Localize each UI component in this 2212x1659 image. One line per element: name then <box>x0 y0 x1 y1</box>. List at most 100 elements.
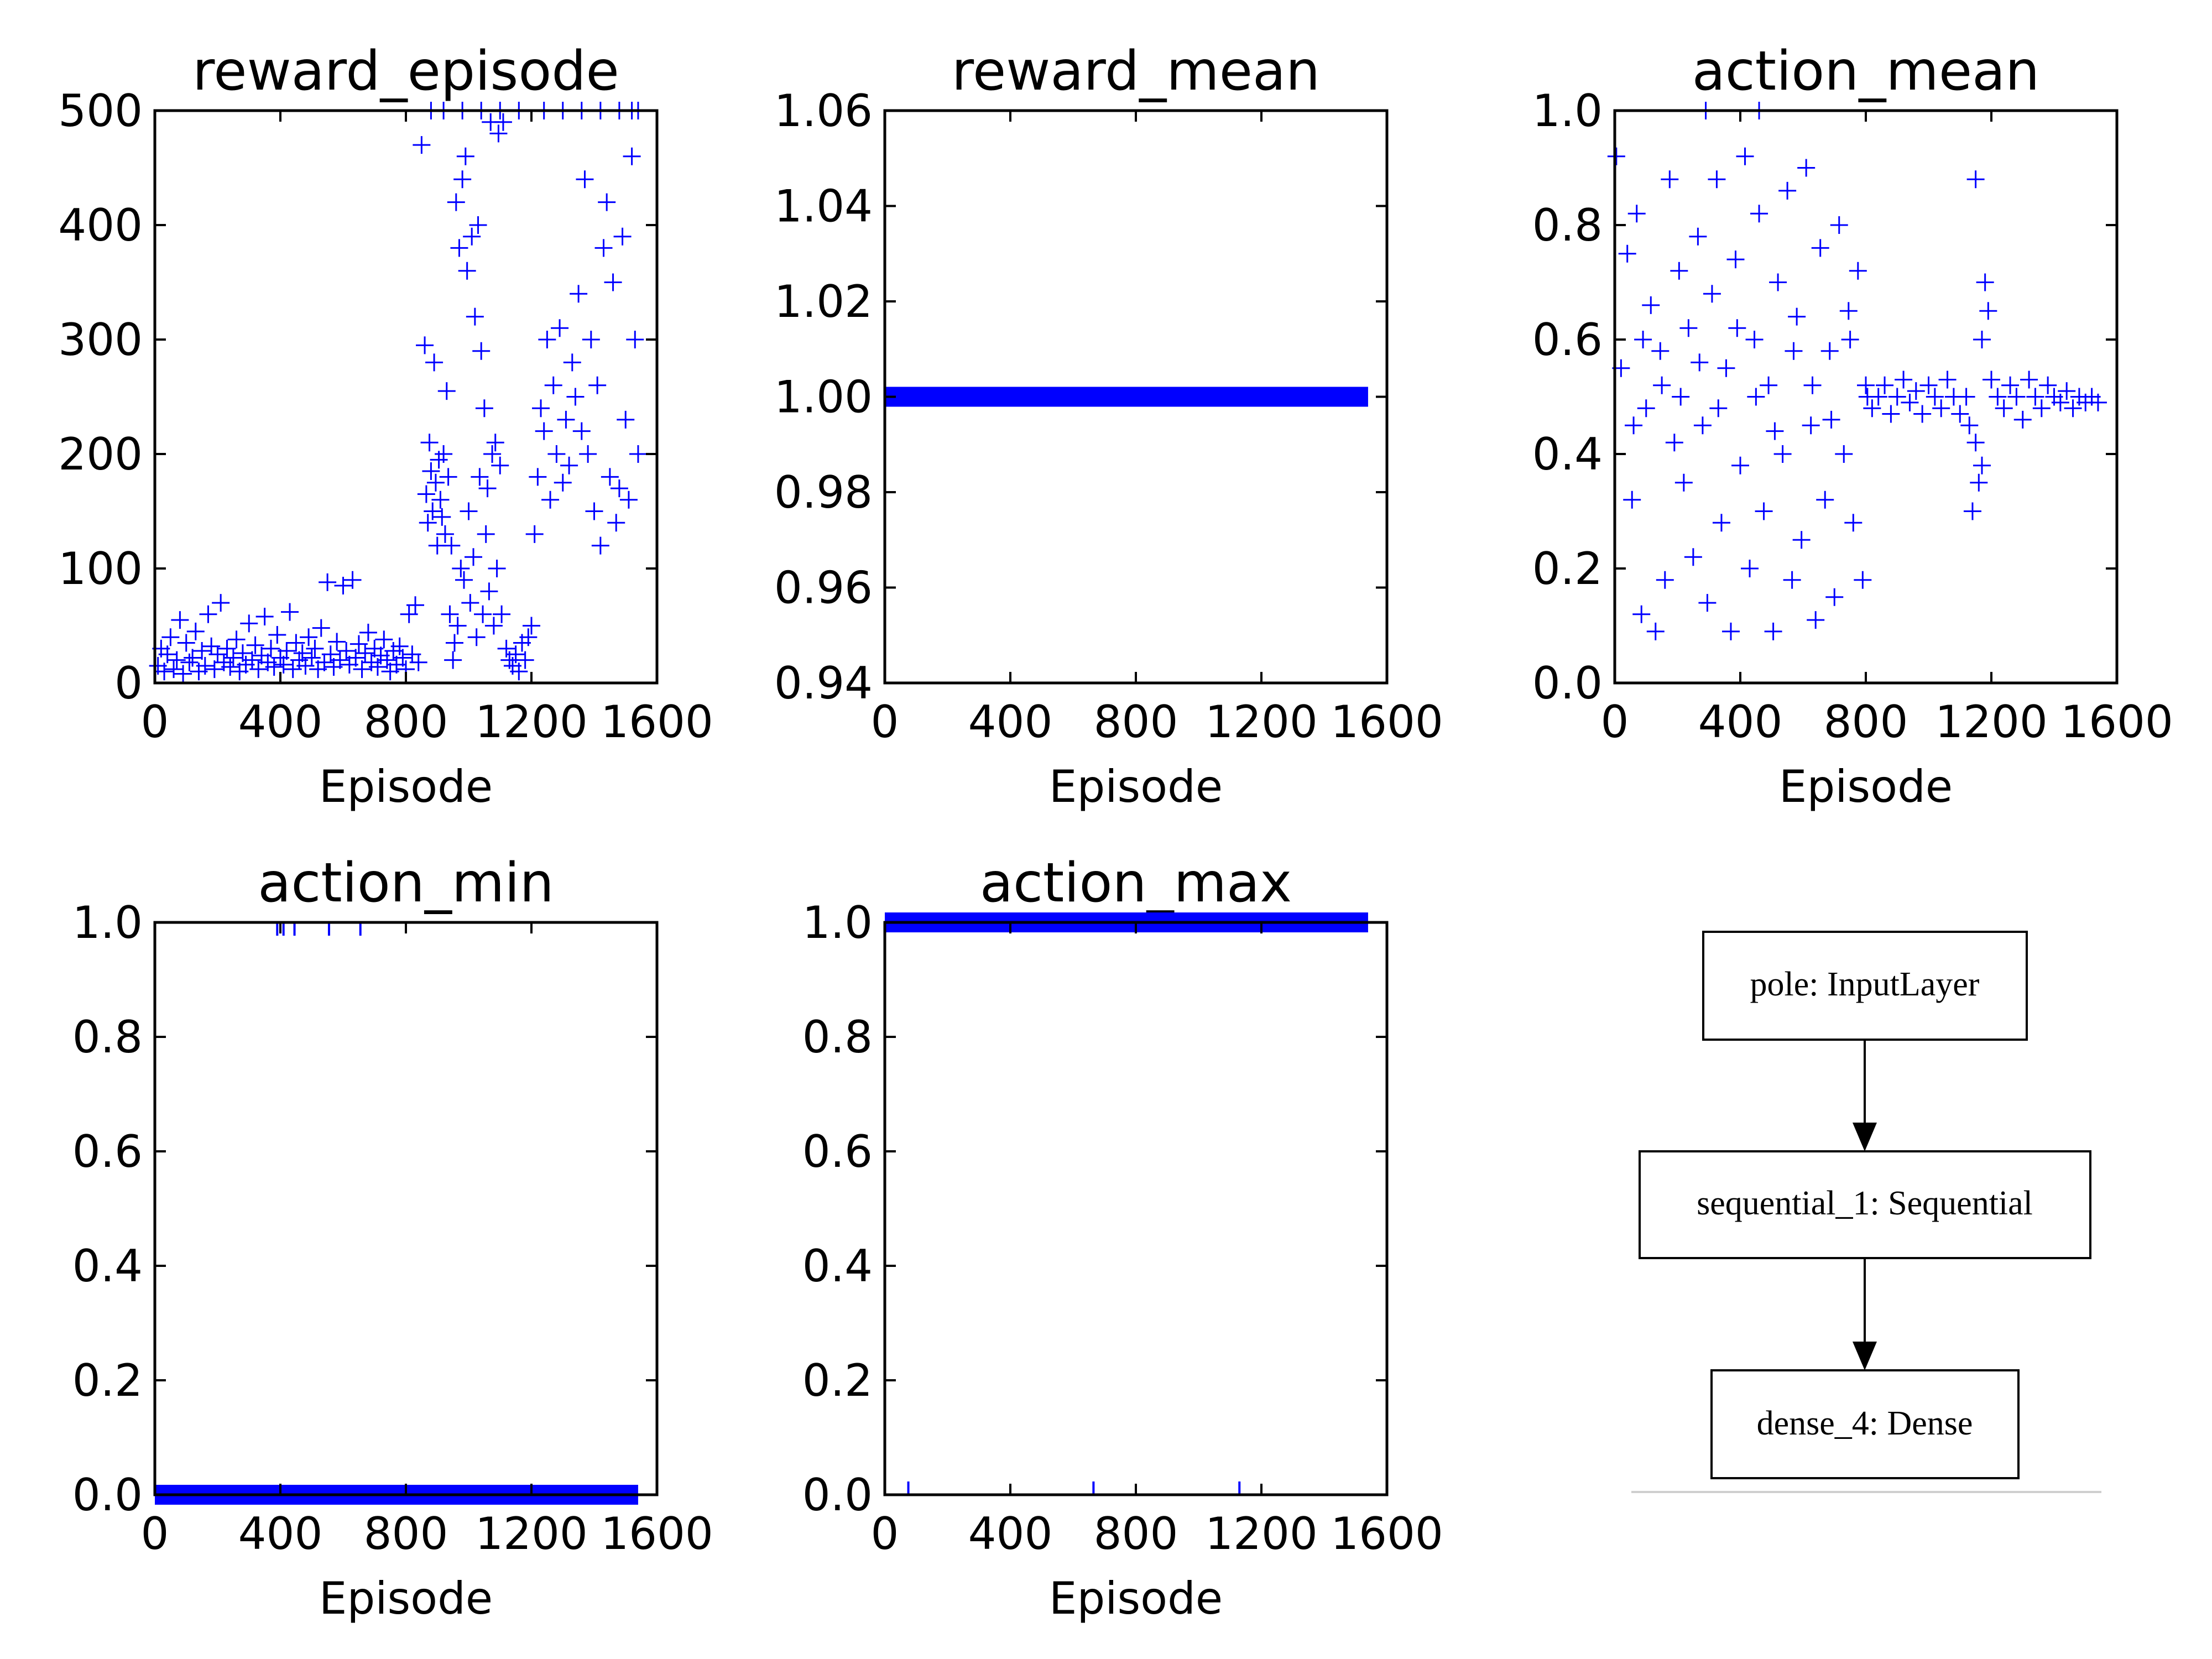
data-point <box>199 605 217 623</box>
data-point <box>1822 410 1840 429</box>
y-tick-label: 400 <box>58 200 143 251</box>
y-tick-label: 0.2 <box>72 1355 143 1406</box>
node-pole-box <box>1702 931 2028 1041</box>
data-point <box>218 639 236 658</box>
data-point <box>1674 473 1693 492</box>
x-axis-label: Episode <box>1779 761 1953 812</box>
chart-title: reward_mean <box>952 40 1320 103</box>
chart-title: action_mean <box>1692 40 2040 103</box>
data-point <box>507 645 525 664</box>
x-tick-label: 800 <box>1094 696 1178 748</box>
y-tick-label: 100 <box>58 543 143 594</box>
x-tick-label: 400 <box>968 1508 1053 1559</box>
data-point <box>604 273 622 291</box>
data-point <box>1726 251 1745 269</box>
data-point <box>1653 376 1671 394</box>
data-point <box>1623 491 1641 509</box>
data-point <box>416 336 434 354</box>
data-point <box>1995 399 2013 418</box>
chart-panel-reward-episode: reward_episode Episode 0 400 800 1200 1600 0 100… <box>58 40 713 812</box>
data-point <box>1755 502 1773 520</box>
data-point <box>2007 388 2026 406</box>
data-point <box>1983 371 2000 389</box>
x-tick-label: 0 <box>871 1508 899 1559</box>
data-point <box>1973 456 1991 474</box>
data-point <box>1656 571 1674 589</box>
data-point <box>424 502 442 520</box>
data-point <box>2089 393 2107 411</box>
data-point <box>1895 371 1913 389</box>
data-point <box>184 649 202 667</box>
data-point <box>287 634 305 652</box>
data-point <box>347 649 365 667</box>
y-tick-label: 1.04 <box>774 181 873 232</box>
y-tick-label: 0 <box>114 658 143 709</box>
data-point <box>494 113 512 131</box>
data-point <box>441 605 459 623</box>
x-tick-label: 0 <box>1601 696 1629 748</box>
data-point <box>554 473 572 492</box>
data-point <box>1741 560 1759 577</box>
data-point <box>437 382 456 400</box>
data-point <box>400 605 418 623</box>
data-point <box>452 560 470 577</box>
x-tick-label: 1600 <box>2060 696 2173 748</box>
data-point <box>1839 302 1858 320</box>
data-point <box>1769 273 1787 291</box>
data-point <box>1888 388 1906 406</box>
chart-title: reward_episode <box>192 40 619 103</box>
node-dense-label: dense_4: Dense <box>1757 1405 1973 1442</box>
data-point <box>532 399 550 418</box>
data-point <box>255 607 274 625</box>
data-point <box>1857 376 1875 394</box>
arrowhead-pole-seq <box>1853 1123 1877 1151</box>
data-point <box>1869 388 1887 406</box>
data-point <box>488 560 506 577</box>
data-point <box>475 399 493 418</box>
x-tick-label: 0 <box>141 1508 169 1559</box>
data-point <box>444 651 462 669</box>
data-point <box>626 331 644 348</box>
data-point <box>265 658 283 676</box>
data-point <box>1627 205 1646 223</box>
data-point <box>557 410 575 429</box>
data-point <box>306 639 324 658</box>
x-axis-label: Episode <box>319 761 493 812</box>
x-tick-label: 1200 <box>1205 1508 1318 1559</box>
data-point <box>1960 416 1979 435</box>
data-point <box>2001 376 2020 394</box>
data-point <box>2064 399 2082 418</box>
data-point <box>1792 531 1811 549</box>
arrowhead-seq-dense <box>1853 1342 1877 1370</box>
data-point <box>1766 422 1784 440</box>
data-point <box>1797 159 1815 177</box>
data-point <box>246 636 264 654</box>
data-point <box>334 577 352 595</box>
data-point <box>610 479 628 498</box>
data-point <box>168 651 186 669</box>
data-point <box>474 605 492 623</box>
data-point <box>1693 416 1712 435</box>
data-point <box>1773 445 1792 463</box>
data-point <box>180 653 199 671</box>
data-point <box>480 582 498 601</box>
data-point <box>328 633 346 651</box>
data-point <box>331 651 349 669</box>
data-point <box>1807 611 1825 629</box>
y-tick-label: 300 <box>58 314 143 366</box>
data-point <box>497 639 515 658</box>
data-point <box>243 651 261 669</box>
data-point <box>519 628 538 646</box>
data-point <box>177 634 195 652</box>
data-point <box>623 147 641 165</box>
model-diagram: pole: InputLayer sequential_1: Sequentia… <box>1631 931 2101 1493</box>
data-point <box>1907 382 1925 400</box>
data-point <box>431 491 450 509</box>
data-point <box>585 502 603 520</box>
data-point <box>563 353 581 372</box>
data-point <box>458 262 476 280</box>
data-point <box>1634 331 1652 348</box>
data-point <box>413 136 431 154</box>
data-point <box>233 644 252 662</box>
data-point <box>594 239 613 257</box>
